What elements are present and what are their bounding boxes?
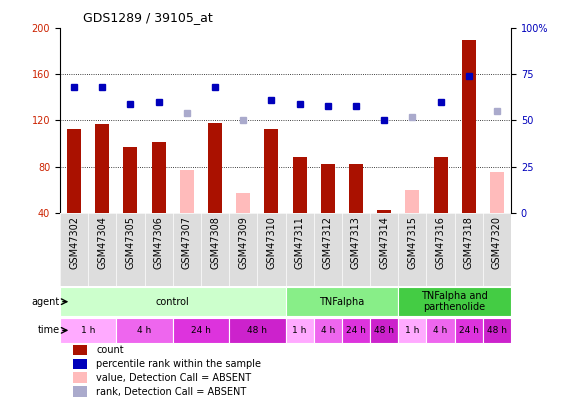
Bar — [313, 318, 342, 343]
Text: 4 h: 4 h — [138, 326, 152, 335]
Text: GSM47304: GSM47304 — [97, 216, 107, 269]
Bar — [292, 157, 307, 213]
Text: 48 h: 48 h — [374, 326, 394, 335]
Bar — [433, 157, 448, 213]
Text: 4 h: 4 h — [433, 326, 448, 335]
Text: GSM47315: GSM47315 — [407, 216, 417, 269]
Bar — [399, 287, 511, 316]
Bar — [321, 164, 335, 213]
Bar — [60, 287, 286, 316]
Text: GSM47307: GSM47307 — [182, 216, 192, 269]
Text: GSM47302: GSM47302 — [69, 216, 79, 269]
Text: 1 h: 1 h — [405, 326, 420, 335]
Text: 4 h: 4 h — [321, 326, 335, 335]
Bar — [123, 147, 138, 213]
Text: TNFalpha: TNFalpha — [319, 297, 364, 307]
Bar — [462, 40, 476, 213]
Text: count: count — [96, 345, 124, 355]
Bar — [483, 318, 511, 343]
Bar — [74, 345, 87, 355]
Bar — [264, 128, 279, 213]
Text: GSM47308: GSM47308 — [210, 216, 220, 269]
Text: 24 h: 24 h — [191, 326, 211, 335]
Bar — [208, 123, 222, 213]
Text: GSM47305: GSM47305 — [126, 216, 135, 269]
Text: GSM47318: GSM47318 — [464, 216, 474, 269]
Text: control: control — [156, 297, 190, 307]
Text: 24 h: 24 h — [459, 326, 478, 335]
Bar — [95, 124, 109, 213]
Bar — [67, 128, 81, 213]
Bar — [342, 318, 370, 343]
Bar — [405, 190, 420, 213]
Text: GSM47314: GSM47314 — [379, 216, 389, 269]
Text: 1 h: 1 h — [292, 326, 307, 335]
Text: 48 h: 48 h — [247, 326, 267, 335]
Bar — [74, 358, 87, 369]
Bar — [399, 318, 427, 343]
Bar — [151, 143, 166, 213]
Bar — [60, 318, 116, 343]
Text: GSM47316: GSM47316 — [436, 216, 445, 269]
Bar — [286, 287, 399, 316]
Text: 24 h: 24 h — [346, 326, 366, 335]
Text: GSM47320: GSM47320 — [492, 216, 502, 269]
Bar — [180, 170, 194, 213]
Bar — [377, 210, 391, 213]
Text: GSM47306: GSM47306 — [154, 216, 164, 269]
Bar — [349, 164, 363, 213]
Text: time: time — [38, 325, 60, 335]
Text: rank, Detection Call = ABSENT: rank, Detection Call = ABSENT — [96, 387, 246, 396]
Bar — [455, 318, 483, 343]
Text: TNFalpha and
parthenolide: TNFalpha and parthenolide — [421, 291, 488, 313]
Text: GDS1289 / 39105_at: GDS1289 / 39105_at — [83, 11, 212, 24]
Text: GSM47309: GSM47309 — [238, 216, 248, 269]
Bar — [229, 318, 286, 343]
Text: GSM47311: GSM47311 — [295, 216, 304, 269]
Bar — [490, 172, 504, 213]
Bar — [286, 318, 313, 343]
Text: 48 h: 48 h — [487, 326, 507, 335]
Bar — [370, 318, 399, 343]
Text: GSM47312: GSM47312 — [323, 216, 333, 269]
Bar — [173, 318, 229, 343]
Text: percentile rank within the sample: percentile rank within the sample — [96, 359, 261, 369]
Text: agent: agent — [32, 297, 60, 307]
Text: value, Detection Call = ABSENT: value, Detection Call = ABSENT — [96, 373, 251, 383]
Text: GSM47310: GSM47310 — [267, 216, 276, 269]
Bar — [74, 386, 87, 397]
Bar — [236, 193, 250, 213]
Bar — [427, 318, 455, 343]
Text: 1 h: 1 h — [81, 326, 95, 335]
Bar — [116, 318, 173, 343]
Bar — [74, 373, 87, 383]
Text: GSM47313: GSM47313 — [351, 216, 361, 269]
